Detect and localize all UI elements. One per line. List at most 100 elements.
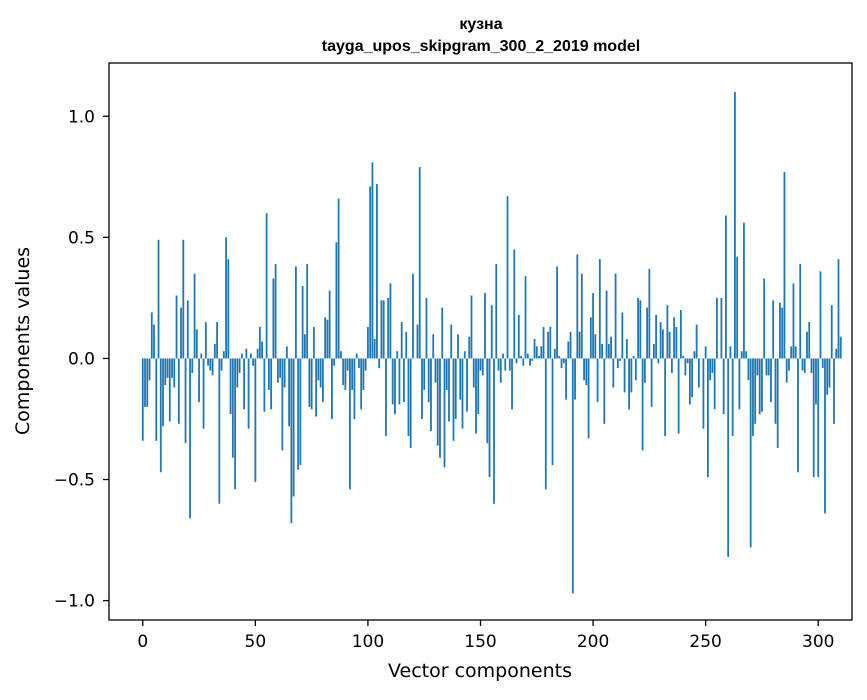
bar xyxy=(457,334,459,358)
bar xyxy=(162,358,164,426)
bar xyxy=(383,300,385,358)
bar xyxy=(482,358,484,375)
bar xyxy=(266,213,268,358)
y-tick-label: 1.0 xyxy=(68,107,95,127)
bar xyxy=(286,346,288,358)
bar xyxy=(214,344,216,359)
bar xyxy=(727,358,729,557)
bar xyxy=(475,358,477,433)
bar xyxy=(498,358,500,370)
bar xyxy=(151,312,153,358)
bar xyxy=(261,342,263,359)
bar xyxy=(669,332,671,359)
bar xyxy=(838,259,840,358)
bar xyxy=(558,356,560,358)
bar xyxy=(603,358,605,423)
bar xyxy=(518,315,520,359)
bar xyxy=(628,358,630,409)
bar xyxy=(606,291,608,359)
bar xyxy=(617,358,619,368)
y-tick-label: 0.0 xyxy=(68,349,95,369)
bar xyxy=(671,358,673,373)
bar xyxy=(696,325,698,359)
bar xyxy=(308,358,310,406)
bar xyxy=(786,358,788,382)
y-tick-label: 0.5 xyxy=(68,228,95,248)
bar xyxy=(655,315,657,359)
bar xyxy=(356,354,358,359)
bar xyxy=(513,249,515,358)
bar xyxy=(630,358,632,392)
bar xyxy=(698,358,700,387)
bar xyxy=(493,358,495,503)
bar xyxy=(545,358,547,489)
bar xyxy=(691,358,693,397)
bar xyxy=(527,354,529,359)
bar xyxy=(543,327,545,358)
bar xyxy=(333,358,335,365)
bar xyxy=(169,358,171,421)
bar xyxy=(833,358,835,423)
bar xyxy=(349,358,351,489)
bar xyxy=(612,358,614,387)
bar xyxy=(829,358,831,387)
bar xyxy=(725,216,727,359)
bar xyxy=(234,358,236,489)
bar xyxy=(648,269,650,359)
bar xyxy=(788,358,790,370)
bar xyxy=(306,264,308,358)
bar xyxy=(766,358,768,375)
bar xyxy=(245,349,247,359)
bar xyxy=(684,358,686,375)
bar xyxy=(182,240,184,359)
bar xyxy=(797,358,799,472)
bar xyxy=(367,327,369,358)
bar xyxy=(221,358,223,370)
bar xyxy=(538,356,540,358)
bar xyxy=(831,305,833,358)
bar xyxy=(293,358,295,496)
bar xyxy=(421,358,423,419)
bar xyxy=(680,310,682,358)
x-tick-label: 200 xyxy=(577,632,609,652)
bar xyxy=(227,259,229,358)
bar xyxy=(802,358,804,370)
bar xyxy=(689,358,691,404)
bar xyxy=(299,358,301,465)
bar xyxy=(770,358,772,402)
bar xyxy=(777,358,779,448)
bar xyxy=(471,295,473,358)
bar xyxy=(752,358,754,436)
bar xyxy=(772,300,774,358)
bar xyxy=(250,354,252,359)
bar xyxy=(320,358,322,387)
bar xyxy=(376,184,378,358)
bar xyxy=(394,358,396,414)
y-axis-ticks: −1.0−0.50.00.51.0 xyxy=(54,107,109,611)
bar xyxy=(561,358,563,368)
bar xyxy=(468,337,470,359)
bar xyxy=(565,358,567,399)
bar xyxy=(241,354,243,359)
bar xyxy=(567,342,569,359)
bar xyxy=(392,358,394,404)
y-axis-label: Components values xyxy=(12,247,34,435)
bar xyxy=(252,358,254,365)
bar xyxy=(502,354,504,359)
bar xyxy=(754,358,756,423)
bar xyxy=(225,237,227,358)
bar xyxy=(484,293,486,358)
bar xyxy=(491,305,493,358)
bar xyxy=(741,351,743,358)
bar xyxy=(423,358,425,389)
bar xyxy=(387,298,389,359)
bar xyxy=(529,358,531,365)
bar xyxy=(597,358,599,402)
bar xyxy=(218,358,220,503)
bar xyxy=(297,358,299,469)
bar xyxy=(723,358,725,414)
bar xyxy=(811,358,813,373)
bar xyxy=(340,351,342,358)
bar xyxy=(660,322,662,358)
bar xyxy=(311,358,313,409)
